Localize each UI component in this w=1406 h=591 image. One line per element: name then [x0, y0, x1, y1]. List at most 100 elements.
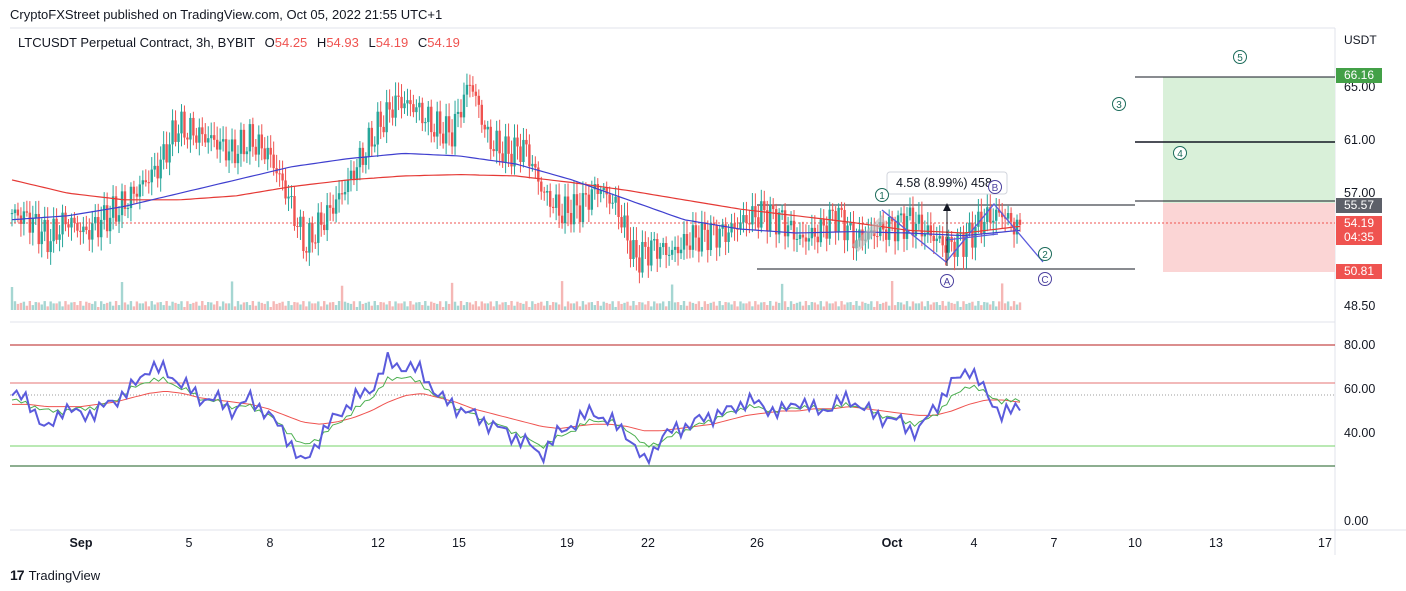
candle-body — [676, 246, 680, 254]
candle-body — [31, 218, 35, 233]
volume-bar — [22, 301, 26, 310]
candle-body — [742, 215, 745, 223]
candle-body — [489, 126, 492, 150]
volume-bar — [376, 305, 379, 310]
volume-bar — [766, 305, 769, 310]
volume-bar — [667, 301, 671, 310]
wave-label-2[interactable]: 2 — [1038, 247, 1052, 262]
volume-bar — [218, 306, 222, 310]
time-tick-label: 4 — [971, 536, 978, 550]
price-axis[interactable]: 48.50 57.00 61.00 65.00 — [1344, 80, 1375, 313]
volume-bar — [343, 301, 347, 310]
volume-bar — [114, 301, 118, 310]
symbol-name[interactable]: LTCUSDT Perpetual Contract, 3h, BYBIT — [18, 35, 255, 50]
candle-body — [783, 210, 787, 237]
candle-body — [465, 84, 469, 95]
candle-body — [926, 225, 930, 234]
candle-body — [929, 225, 932, 236]
volume-bar — [953, 303, 956, 310]
candle-body — [397, 95, 400, 97]
volume-bar — [807, 305, 811, 310]
candle-body — [801, 234, 805, 238]
volume-bar — [525, 301, 528, 310]
volume-bar — [221, 301, 225, 310]
candle-body — [111, 196, 115, 218]
volume-bar — [308, 301, 311, 310]
volume-bar — [58, 301, 61, 310]
time-tick-label: 5 — [186, 536, 193, 550]
volume-bar — [599, 305, 602, 310]
volume-bar — [1000, 283, 1004, 310]
candle-body — [421, 102, 424, 124]
volume-bar — [650, 306, 653, 310]
candle-body — [207, 138, 210, 143]
volume-bar — [828, 303, 831, 310]
footer[interactable]: 17 TradingView — [10, 567, 100, 583]
wave-label-3[interactable]: 3 — [1112, 97, 1126, 112]
volume-bar — [379, 302, 382, 310]
candle-body — [180, 111, 183, 134]
volume-bar — [40, 304, 43, 310]
wave-label-a[interactable]: A — [940, 274, 954, 289]
candle-body — [361, 147, 365, 165]
volume-bar — [254, 305, 258, 310]
wave-label-4[interactable]: 4 — [1173, 146, 1187, 161]
volume-bar — [159, 302, 162, 310]
candle-body — [522, 139, 525, 163]
volume-bar — [780, 283, 784, 310]
candle-body — [239, 129, 243, 154]
target-zone[interactable] — [1163, 77, 1335, 203]
volume-bar — [548, 305, 552, 310]
rsi-axis[interactable]: 0.00 40.00 60.00 80.00 — [1344, 338, 1375, 528]
candle-body — [117, 215, 121, 222]
volume-bar — [950, 302, 953, 310]
wave-label-1[interactable]: 1 — [875, 188, 889, 203]
volume-bar — [882, 302, 885, 310]
volume-bar — [340, 285, 344, 310]
candle-body — [97, 217, 100, 238]
volume-bar — [230, 281, 234, 310]
volume-bar — [352, 301, 356, 310]
volume-bar — [980, 305, 983, 310]
time-tick-label: 7 — [1051, 536, 1058, 550]
volume-bar — [596, 301, 599, 310]
stop-zone[interactable] — [1163, 203, 1335, 272]
wave-label-c[interactable]: C — [1038, 272, 1052, 287]
volume-bar — [763, 302, 766, 310]
candle-body — [519, 146, 522, 163]
volume-bar — [73, 302, 76, 310]
wave-label-5[interactable]: 5 — [1233, 50, 1247, 65]
candle-body — [260, 134, 263, 149]
volume-bar — [736, 306, 739, 310]
volume-bar — [783, 301, 787, 310]
candle-body — [438, 111, 442, 134]
candle-body — [468, 84, 472, 86]
candle-body — [727, 232, 730, 242]
candle-body — [108, 217, 112, 232]
volume-bar — [67, 304, 70, 310]
volume-bar — [236, 301, 240, 310]
candle-body — [254, 146, 258, 155]
wave-label-b[interactable]: B — [988, 180, 1002, 195]
candle-body — [58, 234, 61, 240]
volume-bar — [94, 301, 97, 310]
volume-bar — [968, 302, 971, 310]
volume-bar — [864, 302, 867, 310]
volume-bar — [317, 301, 320, 310]
volume-bar — [251, 301, 255, 310]
volume-bar — [323, 301, 326, 310]
wave-guide — [945, 233, 999, 241]
volume-bar — [498, 304, 501, 310]
volume-bar — [673, 302, 677, 310]
candle-body — [456, 111, 460, 114]
volume-bar — [79, 301, 82, 310]
volume-bar — [715, 305, 718, 310]
candle-body — [837, 207, 840, 232]
candle-body — [786, 225, 790, 237]
volume-bar — [540, 301, 543, 310]
candle-body — [263, 148, 266, 160]
volume-bar — [757, 304, 760, 310]
volume-bar — [183, 306, 186, 310]
time-axis[interactable]: Sep 5 8 12 15 19 22 26 Oct 4 7 10 13 17 — [70, 536, 1332, 550]
